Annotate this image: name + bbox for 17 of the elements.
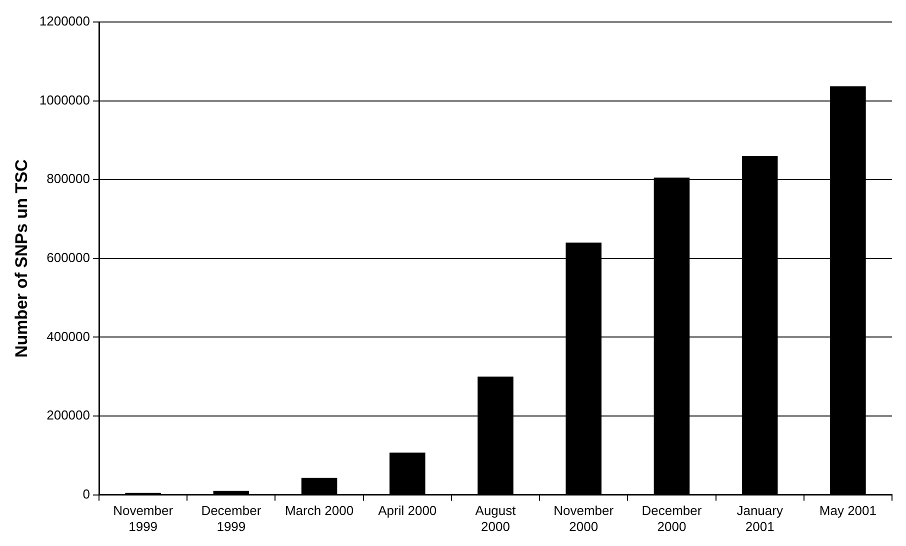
y-tick-label: 1000000 — [39, 92, 90, 108]
x-tick-label: December 1999 — [201, 503, 262, 534]
x-tick-label: January 2001 — [736, 503, 784, 534]
y-tick-label: 800000 — [46, 171, 90, 186]
y-tick-label: 600000 — [46, 250, 90, 265]
x-tick-label: November 2000 — [554, 503, 614, 534]
y-axis-title: Number of SNPs un TSC — [12, 159, 31, 358]
x-tick-label: March 2000 — [284, 503, 354, 518]
y-tick-label: 400000 — [46, 328, 90, 344]
x-tick-label: August 2000 — [475, 503, 516, 534]
y-tick-label: 0 — [82, 486, 90, 502]
y-tick-label: 1200000 — [39, 14, 90, 29]
x-tick-label: November 1999 — [113, 503, 174, 534]
x-tick-label: May 2001 — [819, 503, 876, 518]
y-tick-label: 200000 — [46, 408, 90, 423]
x-tick-label: December 2000 — [642, 503, 702, 534]
x-tick-label: April 2000 — [378, 503, 437, 518]
